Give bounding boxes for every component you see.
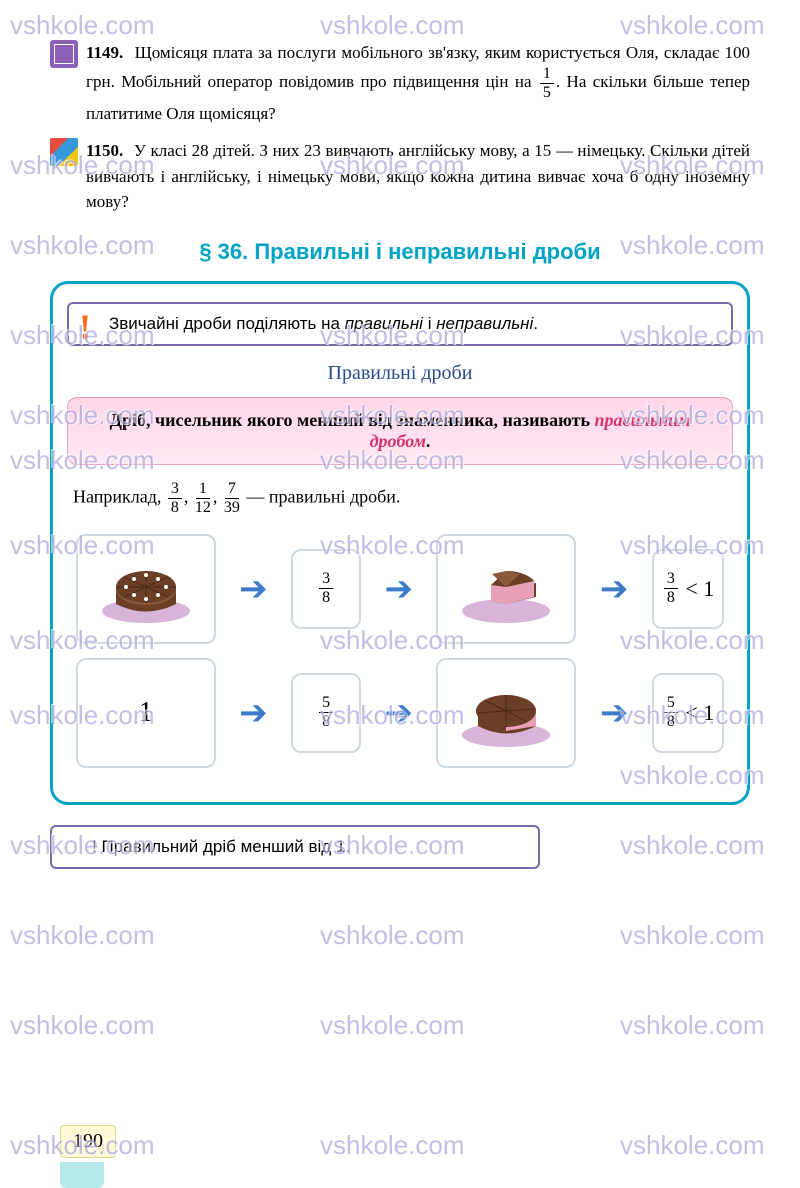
watermark: vshkole.com <box>620 10 765 41</box>
arrow-icon: ➔ <box>600 569 629 609</box>
diagram-row-1: ➔ 38 ➔ ➔ 38 < 1 <box>67 534 733 644</box>
cube-icon <box>50 138 78 166</box>
cake-whole <box>76 534 216 644</box>
definition-text: Дріб, чисельник якого менший від знаменн… <box>110 410 595 430</box>
cake-partial <box>436 534 576 644</box>
callout-text: Правильний дріб менший від 1. <box>101 837 350 856</box>
watermark: vshkole.com <box>320 1010 465 1041</box>
example-line: Наприклад, 38, 112, 739 — правильні дроб… <box>73 481 727 516</box>
problem-body: У класі 28 дітей. З них 23 вивчають англ… <box>86 141 750 211</box>
fraction-card: 38 <box>291 549 361 629</box>
watermark: vshkole.com <box>10 10 155 41</box>
sub-title: Правильні дроби <box>67 362 733 385</box>
watermark: vshkole.com <box>320 1130 465 1161</box>
watermark: vshkole.com <box>10 920 155 951</box>
arrow-icon: ➔ <box>600 693 629 733</box>
arrow-icon: ➔ <box>239 569 268 609</box>
exclaim-icon: ! <box>79 306 91 348</box>
page-tab <box>60 1162 104 1188</box>
callout-intro: ! Звичайні дроби поділяють на правильні … <box>67 302 733 346</box>
watermark: vshkole.com <box>620 1130 765 1161</box>
one-card: 1 <box>76 658 216 768</box>
definition-box: Дріб, чисельник якого менший від знаменн… <box>67 397 733 465</box>
watermark: vshkole.com <box>620 920 765 951</box>
diagram-row-2: 1 ➔ 58 ➔ ➔ 58 < 1 <box>67 658 733 768</box>
exclaim-icon: ! <box>92 837 97 856</box>
section-title: § 36. Правильні і неправильні дроби <box>50 239 750 265</box>
arrow-icon: ➔ <box>385 569 414 609</box>
comparison-card: 38 < 1 <box>652 549 724 629</box>
arrow-icon: ➔ <box>239 693 268 733</box>
problem-number: 1149. <box>86 43 123 62</box>
watermark: vshkole.com <box>620 1010 765 1041</box>
cake-partial <box>436 658 576 768</box>
comparison-card: 58 < 1 <box>652 673 724 753</box>
notebook-icon <box>50 40 78 68</box>
problem-number: 1150. <box>86 141 123 160</box>
theory-box: ! Звичайні дроби поділяють на правильні … <box>50 281 750 805</box>
watermark: vshkole.com <box>10 1010 155 1041</box>
page-number: 190 <box>60 1125 116 1158</box>
fraction-card: 58 <box>291 673 361 753</box>
watermark: vshkole.com <box>620 830 765 861</box>
callout-text: Звичайні дроби поділяють на правильні і … <box>109 314 538 333</box>
watermark: vshkole.com <box>320 10 465 41</box>
problem-1150: 1150. У класі 28 дітей. З них 23 вивчают… <box>50 138 750 215</box>
callout-rule: ! Правильний дріб менший від 1. <box>50 825 540 869</box>
watermark: vshkole.com <box>320 920 465 951</box>
page-number-wrap: 190 <box>60 1125 116 1158</box>
arrow-icon: ➔ <box>385 693 414 733</box>
problem-body: Щомісяця плата за послуги мобільного зв'… <box>86 43 750 123</box>
problem-1149: 1149. Щомісяця плата за послуги мобільно… <box>50 40 750 126</box>
